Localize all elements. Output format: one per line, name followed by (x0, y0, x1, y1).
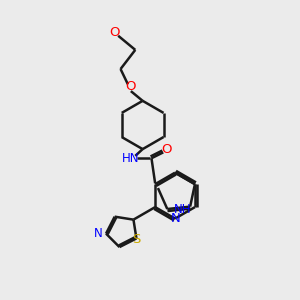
Text: O: O (161, 143, 171, 157)
Text: O: O (126, 80, 136, 93)
Text: NH: NH (174, 202, 191, 215)
Text: O: O (110, 26, 120, 39)
Text: N: N (94, 227, 103, 240)
Text: S: S (132, 233, 141, 246)
Text: N: N (171, 212, 181, 225)
Text: HN: HN (122, 152, 140, 165)
